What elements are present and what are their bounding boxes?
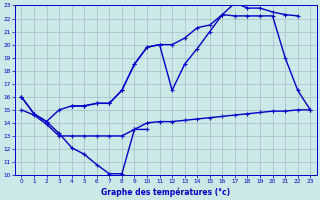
- X-axis label: Graphe des températures (°c): Graphe des températures (°c): [101, 187, 230, 197]
